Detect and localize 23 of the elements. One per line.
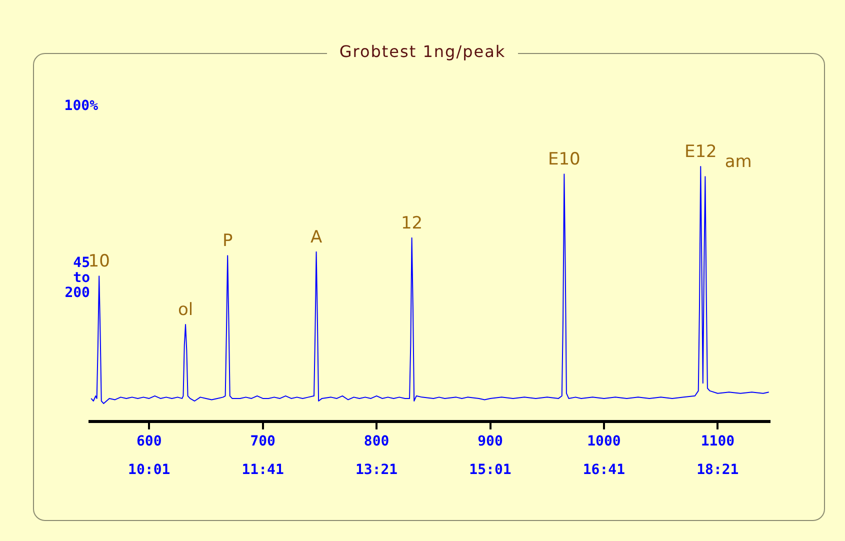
x2-tick-label: 10:01 (128, 462, 170, 478)
x-tick-label: 900 (478, 433, 503, 450)
x2-tick-label: 11:41 (242, 462, 284, 478)
annotation: P (222, 231, 233, 252)
x2-tick-label: 16:41 (582, 462, 626, 478)
x-tick-label: 800 (364, 433, 390, 450)
x-tick-label: 1000 (587, 433, 621, 450)
x-tick-label: 1100 (700, 433, 735, 450)
annotation: E10 (548, 150, 580, 170)
x2-tick-label: 15:01 (469, 462, 512, 478)
x-tick-label: 600 (136, 433, 162, 450)
annotation: 10 (88, 251, 110, 272)
annotation: ol (178, 300, 194, 320)
annotation: E12 (684, 142, 717, 162)
chart-title: Grobtest 1ng/peak (327, 42, 518, 61)
annotation: 12 (400, 213, 423, 234)
x-tick-label: 700 (250, 433, 276, 450)
annotation: am (724, 152, 752, 172)
x2-tick-label: 13:21 (355, 462, 398, 478)
x2-tick-label: 18:21 (696, 462, 739, 478)
annotation: A (310, 227, 322, 248)
y-axis-title: 45 to 200 (64, 255, 90, 301)
text: 100% (63, 98, 98, 114)
